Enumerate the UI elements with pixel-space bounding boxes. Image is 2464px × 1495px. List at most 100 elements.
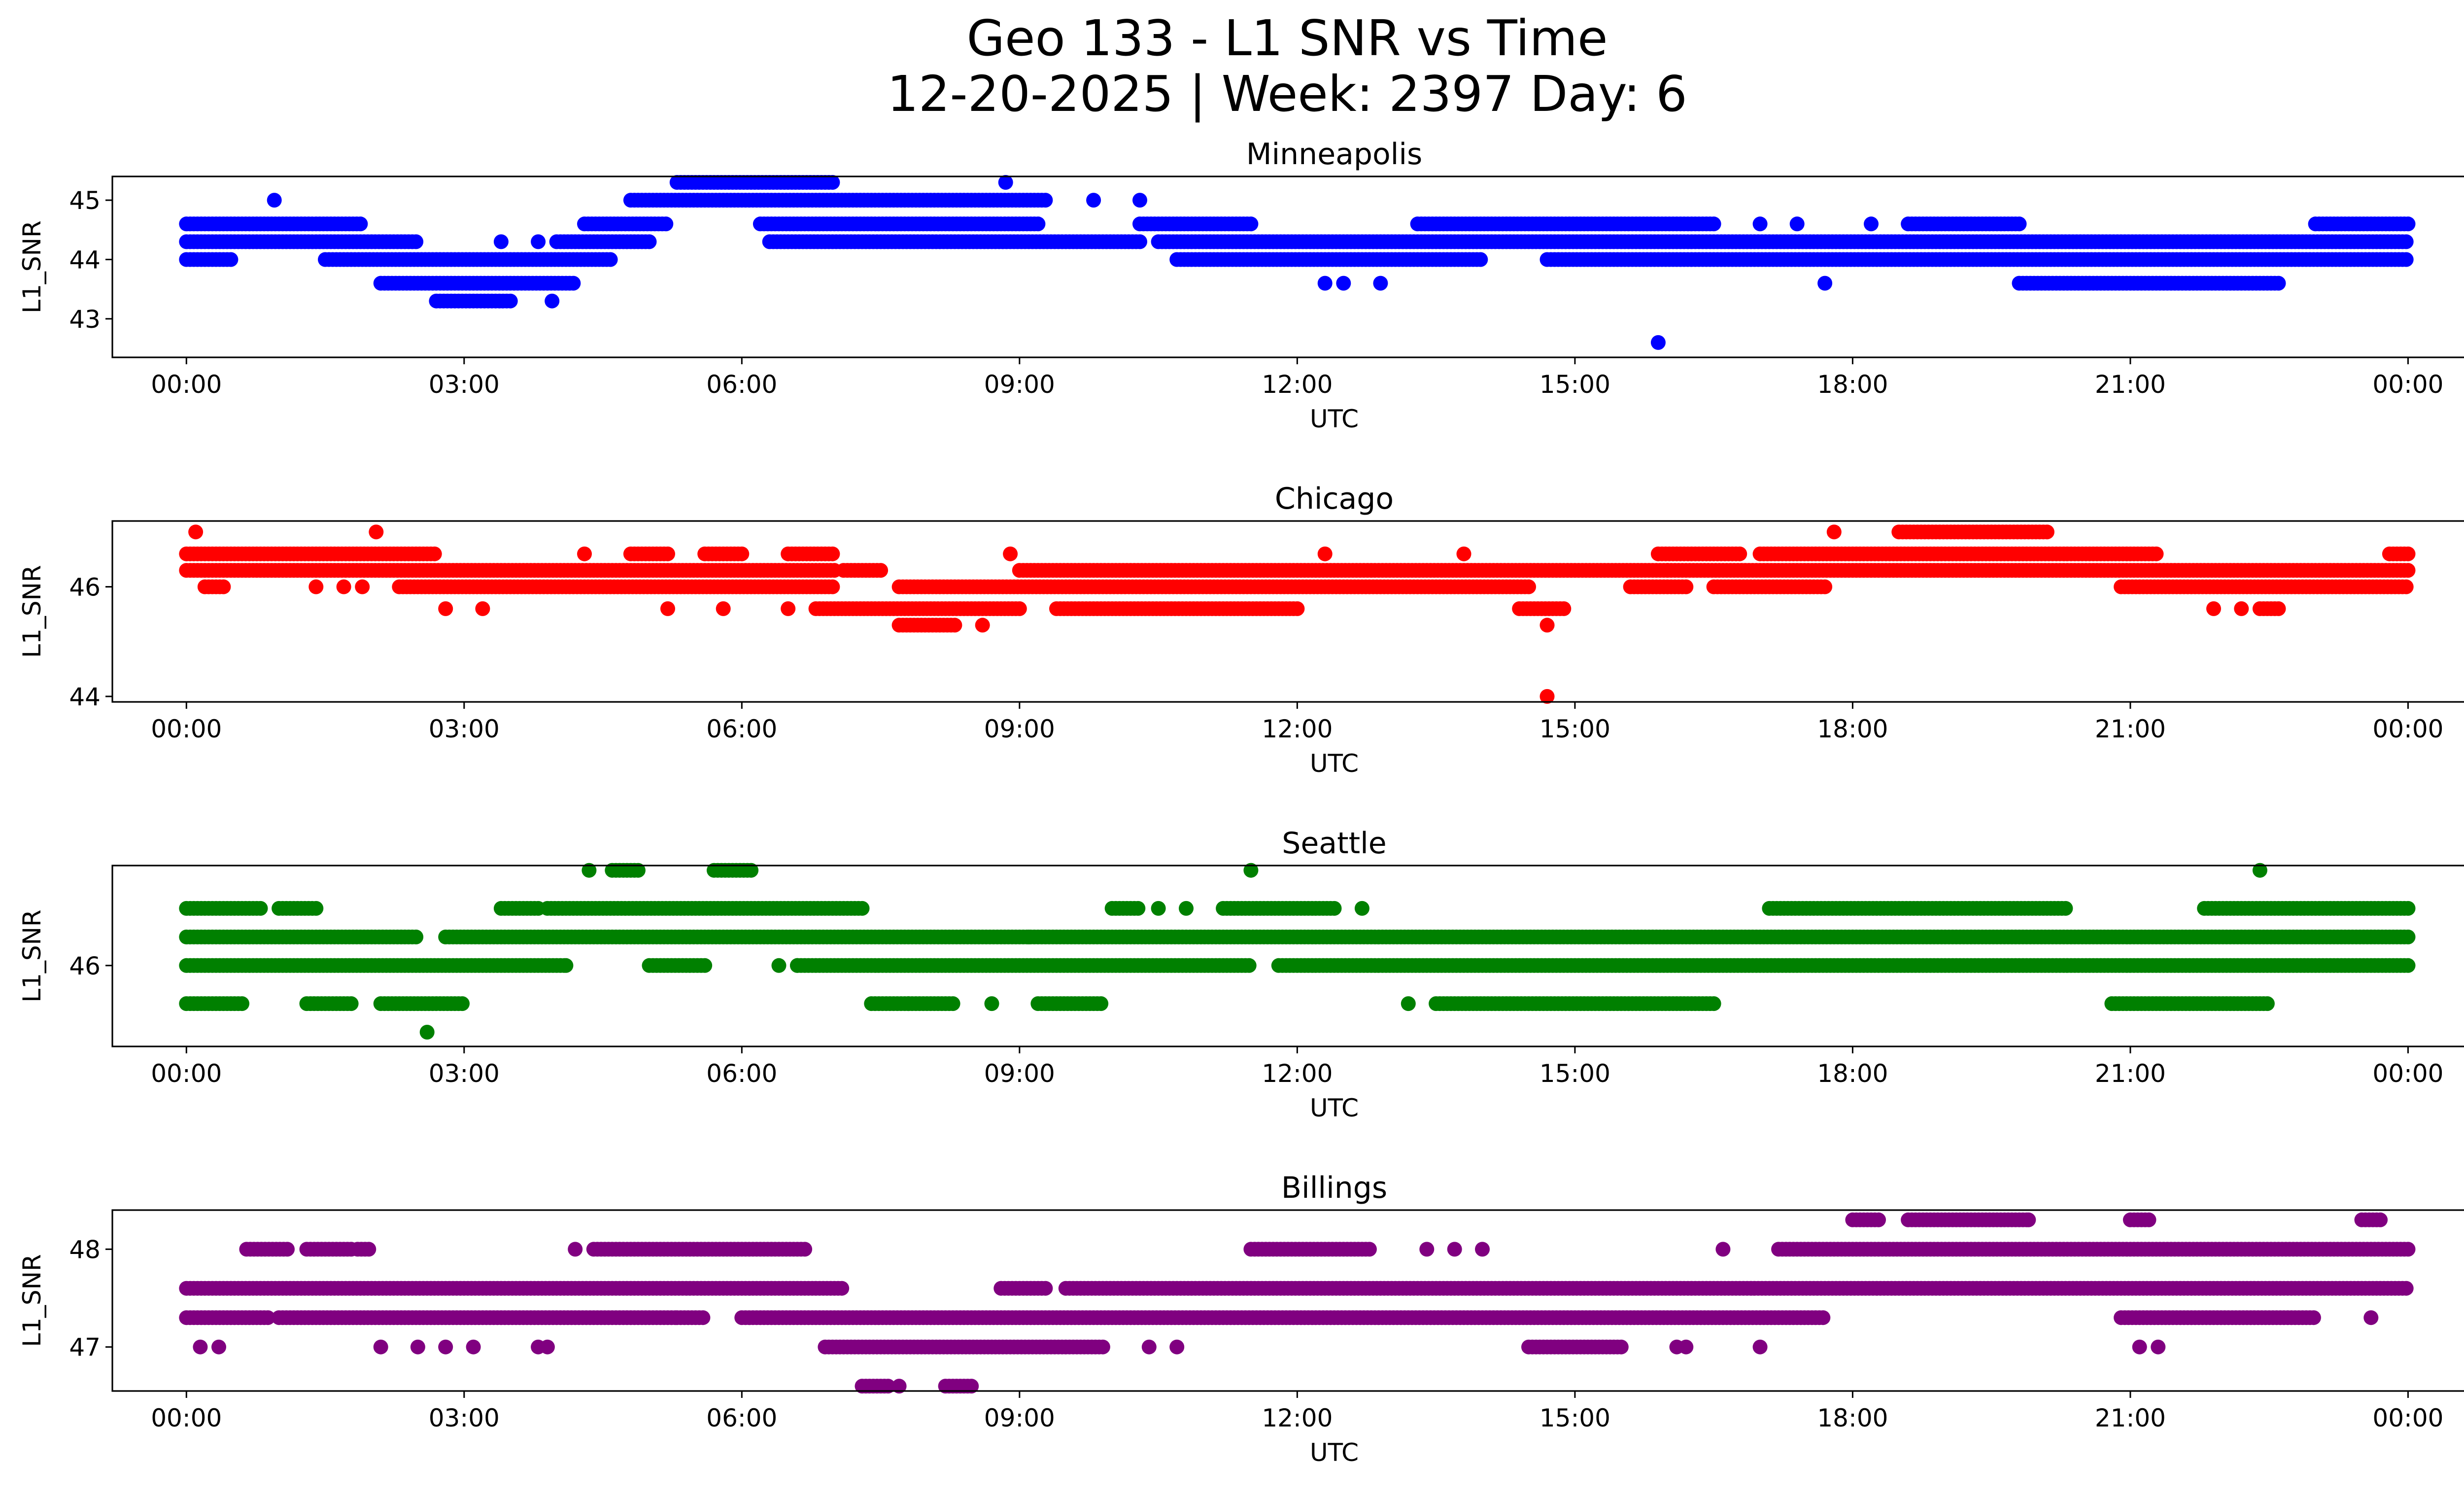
data-point — [1817, 276, 1833, 291]
data-point — [1706, 996, 1721, 1011]
x-tick-label: 06:00 — [706, 1059, 777, 1088]
data-point — [1151, 901, 1166, 916]
data-point — [2206, 601, 2221, 616]
data-point — [1241, 958, 1257, 973]
x-tick-label: 12:00 — [1262, 1059, 1333, 1088]
chart-title: Geo 133 - L1 SNR vs Time — [967, 9, 1608, 67]
x-tick-label: 00:00 — [2372, 715, 2443, 743]
data-point — [825, 175, 840, 190]
x-tick-label: 12:00 — [1262, 715, 1333, 743]
data-point — [1871, 1212, 1886, 1227]
plot-frame — [111, 865, 2464, 1047]
plot-frame — [111, 520, 2464, 703]
data-point — [945, 996, 960, 1011]
data-point — [744, 863, 759, 878]
x-tick-label: 03:00 — [429, 370, 500, 399]
data-point — [642, 234, 657, 249]
data-point — [1401, 996, 1416, 1011]
data-point — [1732, 546, 1747, 561]
data-point — [188, 524, 204, 540]
panel-title: Chicago — [1275, 482, 1394, 516]
data-point — [658, 216, 674, 232]
plot-frame — [111, 175, 2464, 358]
data-point — [1540, 618, 1555, 633]
data-point — [1789, 216, 1805, 232]
data-point — [2234, 601, 2249, 616]
y-axis-label: L1_SNR — [18, 565, 46, 658]
data-points — [179, 1212, 2416, 1394]
y-tick-label: 46 — [69, 573, 101, 601]
data-point — [855, 901, 870, 916]
data-point — [2259, 996, 2275, 1011]
data-point — [253, 901, 268, 916]
data-point — [427, 546, 442, 561]
data-point — [455, 996, 470, 1011]
data-point — [716, 601, 731, 616]
data-point — [734, 546, 750, 561]
data-point — [1179, 901, 1194, 916]
data-point — [660, 546, 675, 561]
data-point — [267, 193, 282, 208]
y-tick-label: 45 — [69, 186, 101, 215]
data-point — [582, 863, 597, 878]
data-point — [2012, 216, 2027, 232]
data-point — [2398, 579, 2414, 594]
data-point — [1678, 579, 1694, 594]
data-point — [2400, 901, 2416, 916]
data-point — [1817, 579, 1833, 594]
data-point — [2400, 958, 2416, 973]
data-point — [493, 234, 509, 249]
data-point — [1132, 234, 1147, 249]
data-point — [2398, 234, 2414, 249]
data-point — [369, 524, 384, 540]
panel-title: Billings — [1281, 1171, 1387, 1205]
x-tick-label: 09:00 — [984, 370, 1055, 399]
data-point — [901, 996, 916, 1011]
data-point — [2400, 216, 2416, 232]
data-point — [2271, 601, 2286, 616]
x-tick-label: 00:00 — [151, 1059, 222, 1088]
data-point — [825, 579, 840, 594]
x-tick-label: 00:00 — [151, 370, 222, 399]
data-point — [1706, 216, 1721, 232]
x-axis-label: UTC — [1310, 749, 1359, 778]
data-point — [1826, 524, 1842, 540]
data-point — [1021, 929, 1036, 944]
data-point — [308, 579, 324, 594]
data-point — [790, 958, 805, 973]
data-point — [355, 579, 370, 594]
data-point — [1243, 216, 1259, 232]
data-point — [2252, 863, 2267, 878]
x-tick-label: 06:00 — [706, 370, 777, 399]
data-point — [1003, 546, 1018, 561]
data-point — [984, 996, 999, 1011]
data-point — [2271, 276, 2286, 291]
data-point — [216, 579, 231, 594]
data-point — [503, 293, 518, 309]
data-point — [1086, 193, 1101, 208]
data-point — [1373, 276, 1388, 291]
data-point — [1473, 252, 1488, 267]
data-point — [1243, 863, 1259, 878]
data-point — [771, 958, 787, 973]
panel-title: Seattle — [1282, 826, 1386, 861]
data-point — [2039, 524, 2054, 540]
data-point — [1130, 901, 1146, 916]
chart-subtitle: 12-20-2025 | Week: 2397 Day: 6 — [887, 65, 1687, 123]
data-point — [1317, 276, 1333, 291]
x-tick-label: 15:00 — [1540, 715, 1610, 743]
data-points — [179, 863, 2416, 1040]
data-point — [1094, 996, 1109, 1011]
x-tick-label: 18:00 — [1817, 715, 1888, 743]
data-point — [1456, 546, 1472, 561]
data-point — [1521, 579, 1536, 594]
data-point — [660, 601, 675, 616]
x-tick-label: 03:00 — [429, 715, 500, 743]
data-point — [336, 579, 351, 594]
x-tick-label: 15:00 — [1540, 1059, 1610, 1088]
data-point — [308, 901, 324, 916]
